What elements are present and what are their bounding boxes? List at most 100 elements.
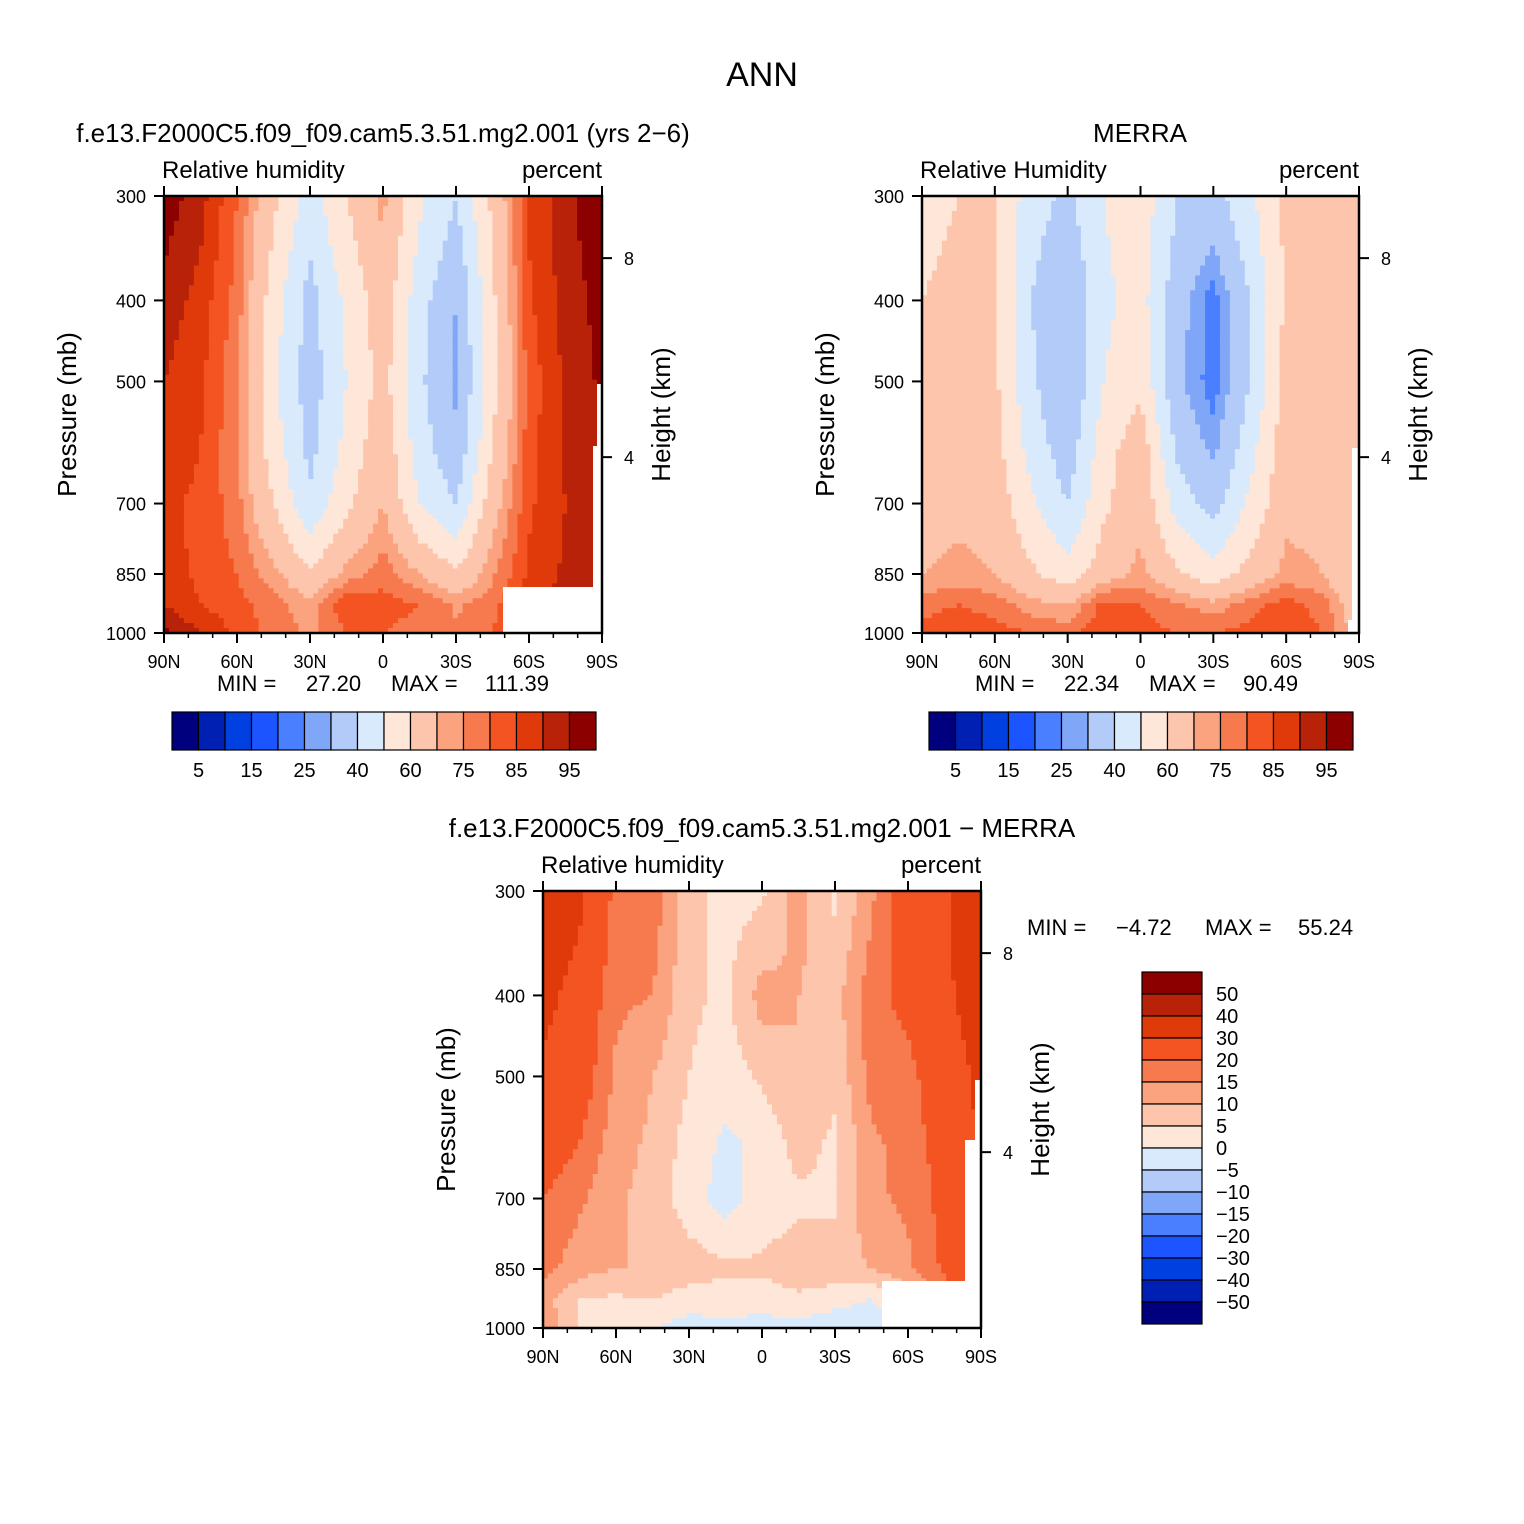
heatmap-cell xyxy=(303,206,309,212)
heatmap-cell xyxy=(308,400,314,406)
heatmap-cell xyxy=(403,226,409,232)
heatmap-cell xyxy=(229,395,235,401)
heatmap-cell xyxy=(259,325,265,331)
heatmap-cell xyxy=(303,211,309,217)
heatmap-cell xyxy=(438,340,444,346)
heatmap-cell xyxy=(493,330,499,336)
heatmap-cell xyxy=(423,439,429,445)
heatmap-cell xyxy=(249,469,255,475)
heatmap-cell xyxy=(224,226,230,232)
heatmap-cell xyxy=(358,290,364,296)
heatmap-cell xyxy=(488,370,494,376)
heatmap-cell xyxy=(527,280,533,286)
heatmap-cell xyxy=(403,350,409,356)
heatmap-cell xyxy=(308,454,314,460)
heatmap-cell xyxy=(229,400,235,406)
heatmap-cell xyxy=(473,375,479,381)
heatmap-cell xyxy=(517,280,523,286)
heatmap-cell xyxy=(283,439,289,445)
heatmap-cell xyxy=(517,429,523,435)
heatmap-cell xyxy=(577,390,583,396)
heatmap-cell xyxy=(249,464,255,470)
heatmap-cell xyxy=(483,275,489,281)
heatmap-cell xyxy=(572,285,578,291)
heatmap-cell xyxy=(497,256,503,262)
heatmap-cell xyxy=(398,355,404,361)
heatmap-cell xyxy=(343,221,349,227)
heatmap-cell xyxy=(463,315,469,321)
heatmap-cell xyxy=(453,320,459,326)
heatmap-cell xyxy=(358,459,364,465)
heatmap-cell xyxy=(512,424,518,430)
heatmap-cell xyxy=(443,310,449,316)
heatmap-cell xyxy=(169,221,175,227)
heatmap-cell xyxy=(577,285,583,291)
heatmap-cell xyxy=(343,444,349,450)
heatmap-cell xyxy=(423,206,429,212)
heatmap-cell xyxy=(497,290,503,296)
heatmap-cell xyxy=(567,261,573,267)
heatmap-cell xyxy=(428,419,434,425)
heatmap-cell xyxy=(373,350,379,356)
heatmap-cell xyxy=(308,370,314,376)
heatmap-cell xyxy=(587,395,593,401)
heatmap-cell xyxy=(278,454,284,460)
heatmap-cell xyxy=(189,221,195,227)
heatmap-cell xyxy=(403,385,409,391)
heatmap-cell xyxy=(229,469,235,475)
heatmap-cell xyxy=(502,221,508,227)
heatmap-cell xyxy=(582,429,588,435)
heatmap-cell xyxy=(278,236,284,242)
heatmap-cell xyxy=(338,400,344,406)
heatmap-cell xyxy=(278,211,284,217)
heatmap-cell xyxy=(219,236,225,242)
heatmap-cell xyxy=(333,275,339,281)
heatmap-cell xyxy=(453,295,459,301)
heatmap-cell xyxy=(353,290,359,296)
heatmap-cell xyxy=(259,340,265,346)
heatmap-cell xyxy=(413,474,419,480)
heatmap-cell xyxy=(313,226,319,232)
heatmap-cell xyxy=(502,360,508,366)
heatmap-cell xyxy=(577,400,583,406)
heatmap-cell xyxy=(378,350,384,356)
heatmap-cell xyxy=(443,320,449,326)
heatmap-cell xyxy=(448,285,454,291)
heatmap-cell xyxy=(502,201,508,207)
heatmap-cell xyxy=(428,201,434,207)
heatmap-cell xyxy=(224,400,230,406)
heatmap-cell xyxy=(592,305,598,311)
heatmap-cell xyxy=(502,295,508,301)
heatmap-cell xyxy=(408,290,414,296)
heatmap-cell xyxy=(448,459,454,465)
heatmap-cell xyxy=(239,400,245,406)
heatmap-cell xyxy=(478,285,484,291)
heatmap-cell xyxy=(497,280,503,286)
heatmap-cell xyxy=(527,405,533,411)
heatmap-cell xyxy=(333,201,339,207)
heatmap-cell xyxy=(259,256,265,262)
heatmap-cell xyxy=(264,375,270,381)
heatmap-cell xyxy=(473,340,479,346)
heatmap-cell xyxy=(438,201,444,207)
heatmap-cell xyxy=(288,275,294,281)
heatmap-cell xyxy=(259,280,265,286)
heatmap-cell xyxy=(259,419,265,425)
heatmap-cell xyxy=(209,280,215,286)
heatmap-cell xyxy=(572,246,578,252)
heatmap-cell xyxy=(174,439,180,445)
heatmap-cell xyxy=(184,345,190,351)
heatmap-cell xyxy=(497,444,503,450)
heatmap-cell xyxy=(493,419,499,425)
heatmap-cell xyxy=(448,236,454,242)
heatmap-cell xyxy=(269,405,275,411)
heatmap-cell xyxy=(423,305,429,311)
heatmap-cell xyxy=(423,310,429,316)
heatmap-cell xyxy=(239,429,245,435)
heatmap-cell xyxy=(174,454,180,460)
heatmap-cell xyxy=(478,415,484,421)
heatmap-cell xyxy=(403,375,409,381)
heatmap-cell xyxy=(194,355,200,361)
heatmap-cell xyxy=(542,415,548,421)
heatmap-cell xyxy=(249,474,255,480)
